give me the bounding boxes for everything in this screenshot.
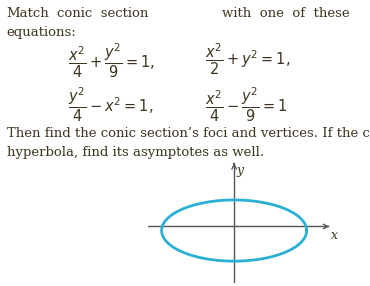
Text: $\dfrac{x^2}{2} + y^2 = 1,$: $\dfrac{x^2}{2} + y^2 = 1,$ bbox=[205, 41, 291, 77]
Text: with  one  of  these: with one of these bbox=[222, 7, 350, 20]
Text: equations:: equations: bbox=[7, 26, 77, 39]
Text: y: y bbox=[237, 164, 244, 177]
Text: x: x bbox=[331, 229, 338, 242]
Text: $\dfrac{y^2}{4} - x^2 = 1,$: $\dfrac{y^2}{4} - x^2 = 1,$ bbox=[68, 86, 154, 124]
Text: $\dfrac{x^2}{4} + \dfrac{y^2}{9} = 1,$: $\dfrac{x^2}{4} + \dfrac{y^2}{9} = 1,$ bbox=[68, 41, 156, 80]
Text: $\dfrac{x^2}{4} - \dfrac{y^2}{9} = 1$: $\dfrac{x^2}{4} - \dfrac{y^2}{9} = 1$ bbox=[205, 86, 288, 124]
Text: conic  section: conic section bbox=[57, 7, 149, 20]
Text: Match: Match bbox=[7, 7, 50, 20]
Text: hyperbola, find its asymptotes as well.: hyperbola, find its asymptotes as well. bbox=[7, 146, 264, 159]
Text: Then find the conic section’s foci and vertices. If the conic section is a: Then find the conic section’s foci and v… bbox=[7, 127, 370, 140]
